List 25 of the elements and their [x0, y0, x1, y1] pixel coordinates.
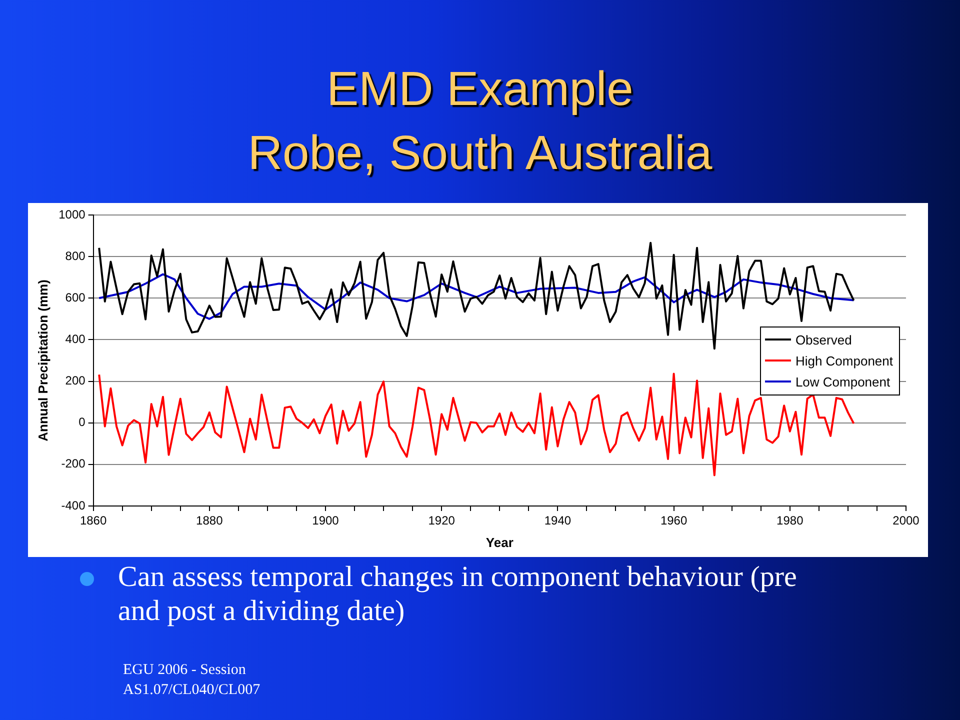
x-tick-label: 1860 [80, 514, 107, 528]
y-tick-label: 200 [65, 374, 86, 388]
legend-label: High Component [795, 353, 893, 368]
y-tick-label: 800 [65, 248, 86, 263]
y-tick-label: 0 [78, 415, 86, 430]
x-axis-title: Year [486, 534, 514, 550]
y-tick-label: 400 [65, 332, 86, 346]
x-tick-label: 1940 [544, 514, 572, 528]
x-tick-label: 1880 [196, 514, 224, 528]
x-tick-label: 1960 [660, 514, 688, 528]
x-tick-label: 1900 [312, 514, 340, 528]
y-axis-title: Annual Precipitation (mm) [35, 280, 50, 442]
chart-title: EMD Example [326, 62, 634, 118]
x-tick-label: 2000 [892, 514, 920, 528]
y-tick-label: -400 [61, 498, 86, 512]
y-tick-label: 600 [65, 290, 86, 304]
x-tick-label: 1920 [428, 514, 456, 528]
x-tick-label: 1980 [776, 514, 804, 528]
y-tick-label: -200 [61, 456, 86, 471]
chart-subtitle: Robe, South Australia [246, 126, 714, 182]
y-tick-label: 1000 [58, 207, 86, 222]
text: Can assess temporal changes in component behaviour (pre and post a dividing date) [118, 560, 798, 628]
text: EGU 2006 - Session AS1.07/CL040/CL007 [123, 661, 262, 700]
legend-label: Observed [795, 332, 852, 347]
legend-label: Low Component [795, 374, 890, 389]
